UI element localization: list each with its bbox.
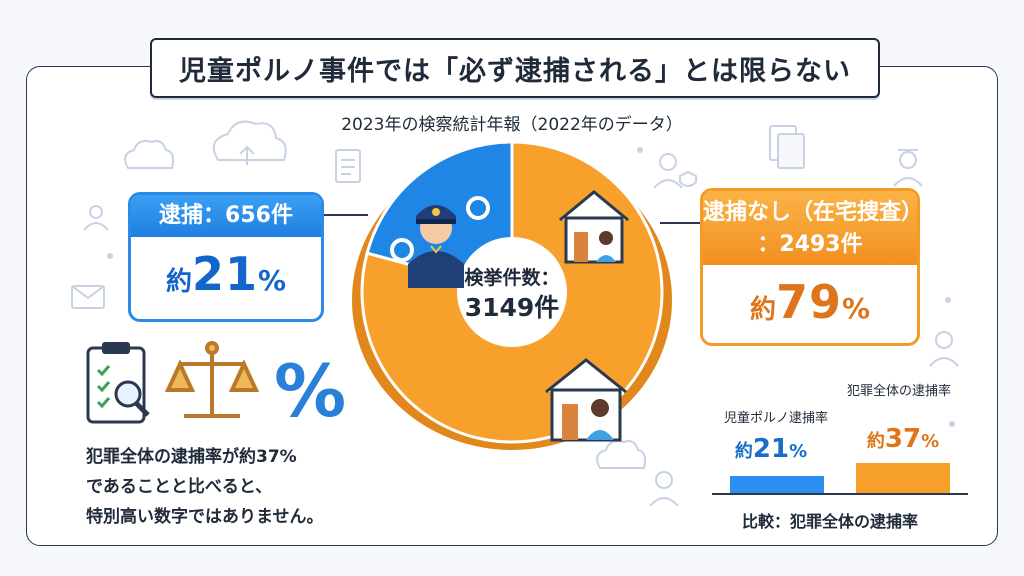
comparison-note: 犯罪全体の逮捕率が約37% であることと比べると、 特別高い数字ではありません。 — [86, 442, 324, 532]
cmp-label-all: 犯罪全体の逮捕率 — [846, 384, 951, 399]
note-line2: であることと比べると、 — [86, 477, 273, 497]
handcuffs-icon — [390, 196, 490, 262]
left-illustrations: % — [86, 341, 344, 430]
home-card-percent: 約79% — [703, 275, 917, 329]
arrest-percent-unit: % — [257, 264, 287, 297]
cmp-label-child: 児童ポルノ逮捕率 — [723, 411, 828, 426]
home-card-label-line1: 逮捕なし（在宅捜査） — [703, 200, 920, 225]
note-line3: 特別高い数字ではありません。 — [86, 507, 324, 527]
arrest-card-percent: 約21% — [131, 247, 321, 301]
donut-hole — [457, 237, 567, 347]
note-line1: 犯罪全体の逮捕率が約37% — [86, 447, 297, 467]
comparison-footer: 比較：犯罪全体の逮捕率 — [742, 512, 919, 531]
cmp-value-all: 約37% — [866, 424, 940, 454]
home-card-label-line2: ：2493件 — [757, 232, 863, 257]
arrest-card-label: 逮捕：656件 — [131, 195, 321, 237]
comparison-bar-1 — [856, 463, 950, 493]
arrest-connector — [318, 214, 368, 216]
house-icon-2 — [545, 358, 627, 442]
chart-subtitle: 2023年の検察統計年報（2022年のデータ） — [341, 115, 683, 135]
percent-icon: % — [274, 349, 344, 430]
arrest-card: 逮捕：656件 約21% — [128, 192, 324, 322]
home-connector — [660, 222, 700, 224]
arrest-percent-prefix: 約 — [165, 267, 192, 297]
center-total: 3149件 — [465, 293, 560, 322]
center-label: 検挙件数： — [464, 266, 559, 289]
clipboard-icon — [86, 342, 150, 424]
home-percent-unit: % — [841, 292, 871, 325]
svg-text:%: % — [274, 349, 344, 430]
arrest-percent-value: 21 — [191, 247, 258, 301]
comparison-bar-0 — [730, 475, 824, 493]
home-percent-prefix: 約 — [749, 295, 776, 325]
page-title: 児童ポルノ事件では「必ず逮捕される」とは限らない — [150, 38, 880, 98]
home-card: 逮捕なし（在宅捜査） ：2493件 約79% — [700, 188, 920, 346]
home-card-label: 逮捕なし（在宅捜査） ：2493件 — [703, 191, 917, 265]
home-percent-value: 79 — [775, 275, 842, 329]
house-icon — [559, 190, 629, 264]
scales-icon — [164, 341, 260, 418]
cmp-value-child: 約21% — [734, 434, 808, 464]
police-officer-icon — [408, 205, 464, 288]
